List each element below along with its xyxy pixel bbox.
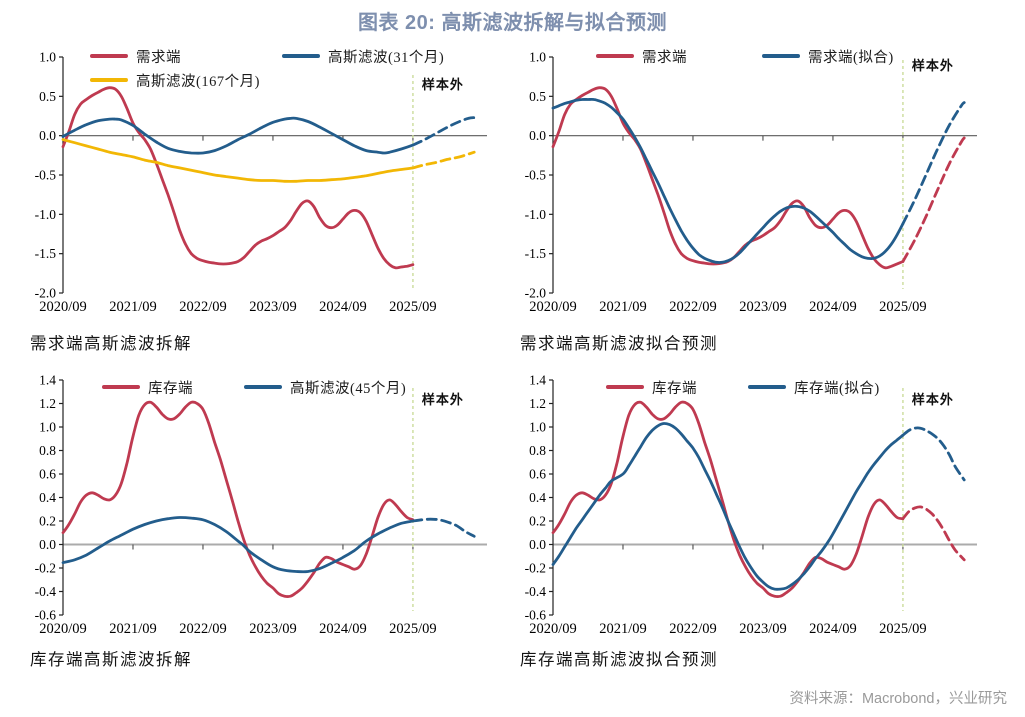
y-tick-label: 0.8 (39, 443, 56, 458)
series-line (551, 86, 905, 270)
out-of-sample-label: 样本外 (912, 392, 954, 407)
y-tick-label: -1.5 (35, 246, 57, 261)
y-tick-label: 0.0 (39, 537, 56, 552)
x-tick-label: 2022/09 (669, 621, 717, 636)
x-tick-label: 2021/09 (599, 621, 647, 636)
y-tick-label: 0.5 (39, 89, 56, 104)
y-tick-label: -1.5 (525, 246, 547, 261)
series-line (551, 422, 905, 591)
y-tick-label: 0.2 (529, 514, 546, 529)
x-tick-label: 2025/09 (389, 299, 437, 315)
y-tick-label: -0.2 (35, 561, 56, 576)
y-tick-label: 0.4 (529, 490, 546, 505)
y-tick-label: 1.4 (529, 373, 546, 388)
chart-demand-decomposition: 需求端 高斯滤波(31个月) 高斯滤波(167个月) 1.0 0.5 0.0 -0.5 -1… (18, 42, 518, 354)
figure-title: 图表 20: 高斯滤波拆解与拟合预测 (357, 12, 668, 34)
out-of-sample-label: 样本外 (912, 58, 954, 73)
y-tick-label: 0.6 (529, 467, 546, 482)
y-tick-label: 1.0 (39, 50, 56, 65)
y-tick-label: -0.5 (525, 168, 547, 183)
y-tick-label: 1.2 (39, 396, 56, 411)
y-tick-label: -0.6 (35, 608, 57, 623)
y-tick-label: -0.2 (525, 561, 546, 576)
y-tick-label: 1.0 (39, 420, 56, 435)
y-tick-label: 1.2 (529, 396, 546, 411)
chart-inventory-fit-forecast: 库存端 库存端(拟合) 1.4 1.2 1.0 0.8 0.6 0.4 0.2 0.0 -0.2-… (508, 368, 1008, 670)
y-tick-label: 0.6 (39, 467, 56, 482)
x-tick-label: 2025/09 (879, 299, 927, 315)
y-tick-label: 1.0 (529, 420, 546, 435)
source-note: 资料来源：Macrobond，兴业研究 (789, 691, 1007, 707)
series-forecast-line (901, 505, 966, 562)
y-tick-label: -0.5 (35, 168, 57, 183)
x-tick-label: 2020/09 (39, 299, 87, 315)
chart-demand-fit-forecast: 需求端 需求端(拟合) 1.0 0.5 0.0 -0.5 -1.0 -1.5 -2.0 2020… (508, 42, 1008, 354)
x-tick-label: 2022/09 (669, 299, 717, 315)
x-tick-label: 2020/09 (39, 621, 87, 636)
x-tick-label: 2024/09 (809, 299, 857, 315)
y-tick-label: -0.4 (525, 584, 547, 599)
x-tick-label: 2022/09 (179, 299, 227, 315)
series-forecast-line (411, 150, 476, 170)
caption-demand-fit-forecast: 需求端高斯滤波拟合预测 (520, 334, 718, 353)
x-tick-label: 2024/09 (319, 621, 367, 636)
y-tick-label: -2.0 (525, 286, 547, 301)
x-tick-label: 2023/09 (739, 621, 787, 636)
out-of-sample-label: 样本外 (422, 77, 464, 92)
x-tick-label: 2020/09 (529, 621, 577, 636)
x-tick-label: 2025/09 (389, 621, 437, 636)
y-tick-label: 1.4 (39, 373, 56, 388)
series-line (61, 86, 415, 270)
series-line (61, 516, 415, 574)
caption-inventory-fit-forecast: 库存端高斯滤波拟合预测 (520, 650, 718, 669)
series-forecast-line (901, 136, 966, 263)
y-tick-label: 0.0 (39, 128, 56, 143)
y-tick-label: 0.2 (39, 514, 56, 529)
y-tick-label: 0.5 (529, 89, 546, 104)
x-tick-label: 2023/09 (249, 299, 297, 315)
series-line (61, 400, 415, 598)
series-forecast-line (411, 517, 476, 538)
y-tick-label: 0.0 (529, 537, 546, 552)
y-tick-label: 0.0 (529, 128, 546, 143)
y-tick-label: -1.0 (35, 207, 57, 222)
y-tick-label: -2.0 (35, 286, 57, 301)
caption-demand-decomposition: 需求端高斯滤波拆解 (30, 334, 192, 353)
x-tick-label: 2024/09 (319, 299, 367, 315)
x-tick-label: 2023/09 (249, 621, 297, 636)
x-tick-label: 2020/09 (529, 299, 577, 315)
x-tick-label: 2021/09 (599, 299, 647, 315)
series-forecast-line (901, 101, 966, 226)
y-tick-label: 0.8 (529, 443, 546, 458)
chart-inventory-decomposition: 库存端 高斯滤波(45个月) 1.4 1.2 1.0 0.8 0.6 0.4 0.2 0.0 -0… (18, 368, 518, 670)
out-of-sample-label: 样本外 (422, 392, 464, 407)
series-line (551, 97, 905, 264)
x-tick-label: 2025/09 (879, 621, 927, 636)
x-tick-label: 2022/09 (179, 621, 227, 636)
x-tick-label: 2021/09 (109, 621, 157, 636)
x-tick-label: 2023/09 (739, 299, 787, 315)
series-forecast-line (901, 426, 966, 482)
series-forecast-line (411, 116, 476, 147)
plot-inventory-fit-forecast: 1.4 1.2 1.0 0.8 0.6 0.4 0.2 0.0 -0.2 -0.4 -0.62020… (525, 373, 977, 636)
caption-inventory-decomposition: 库存端高斯滤波拆解 (30, 650, 192, 669)
plot-inventory-decomposition: 1.4 1.2 1.0 0.8 0.6 0.4 0.2 0.0 -0.2 -0.4 -0.62020… (35, 373, 487, 636)
series-line (61, 116, 415, 155)
x-tick-label: 2021/09 (109, 299, 157, 315)
x-tick-label: 2024/09 (809, 621, 857, 636)
y-tick-label: -0.6 (525, 608, 547, 623)
y-tick-label: -1.0 (525, 207, 547, 222)
y-tick-label: 1.0 (529, 50, 546, 65)
y-tick-label: 0.4 (39, 490, 56, 505)
series-line (61, 138, 415, 183)
y-tick-label: -0.4 (35, 584, 57, 599)
